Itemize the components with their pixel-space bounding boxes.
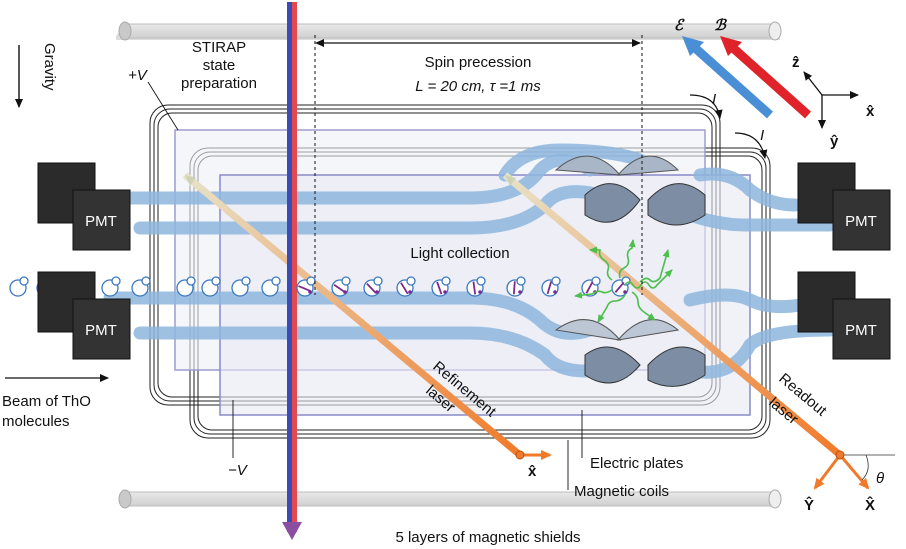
electric-plates-label: Electric plates: [590, 455, 683, 472]
molecule: [541, 276, 561, 297]
molecule: [101, 276, 121, 297]
collection-lenses: [554, 155, 706, 387]
pmt-label: PMT: [845, 213, 877, 230]
axis-Y-label: Ŷ: [804, 496, 814, 514]
molecule: [466, 276, 486, 297]
pmt-box: PMT: [37, 162, 131, 251]
pmt-label: PMT: [845, 322, 877, 339]
molecule: [396, 276, 416, 297]
axis-X-label: X̂: [865, 495, 875, 514]
field-arrows: [682, 36, 812, 119]
molecule: [431, 276, 451, 297]
molecule: [131, 276, 151, 297]
leader-lines: [147, 81, 583, 490]
light-collection-label: Light collection: [410, 245, 509, 262]
pmt-boxes: PMT PMT PMT PMT: [37, 162, 891, 360]
b-field-label: ℬ: [714, 17, 728, 34]
molecule: [506, 276, 526, 297]
field-beam-line: [282, 2, 302, 540]
minus-v-label: −V: [228, 462, 249, 479]
molecule: [201, 276, 221, 297]
molecule: [363, 276, 383, 297]
beam-label-1: Beam of ThO: [2, 393, 91, 410]
axis-x-label: x̂: [866, 103, 875, 120]
refinement-laser-beam: [182, 172, 552, 460]
pmt-box: PMT: [797, 162, 891, 251]
shields-label: 5 layers of magnetic shields: [395, 529, 580, 546]
refinement-x-label: x̂: [528, 463, 537, 480]
magnetic-coils-label: Magnetic coils: [574, 483, 669, 500]
fluorescence-photons: [574, 239, 673, 323]
beam-label-2: molecules: [2, 413, 70, 430]
stirap-label-3: preparation: [181, 75, 257, 92]
current-label-1: I: [712, 91, 716, 108]
readout-laser-beam: [502, 172, 895, 490]
spin-params-label: L = 20 cm, τ =1 ms: [415, 78, 541, 95]
pmt-box: PMT: [37, 271, 131, 360]
current-arrows: [689, 94, 768, 159]
pmt-label: PMT: [85, 322, 117, 339]
current-label-2: I: [760, 127, 764, 144]
molecule: [231, 276, 251, 297]
molecule: [9, 276, 29, 297]
axis-y-label: ŷ: [830, 133, 839, 150]
plus-v-label: +V: [128, 67, 149, 84]
gravity-label: Gravity: [41, 43, 58, 91]
molecule: [176, 276, 196, 297]
pmt-box: PMT: [797, 271, 891, 360]
e-field-label: ℰ: [674, 17, 685, 34]
molecule: [331, 276, 351, 297]
pmt-label: PMT: [85, 213, 117, 230]
theta-label: θ: [876, 470, 884, 487]
stirap-label-1: STIRAP: [192, 39, 246, 56]
molecule: [261, 276, 281, 297]
axis-z-label: ẑ: [792, 54, 800, 71]
spin-precession-label: Spin precession: [425, 54, 532, 71]
stirap-label-2: state: [203, 57, 236, 74]
coordinate-axes: [803, 71, 859, 129]
spin-precession-span: [314, 35, 643, 295]
